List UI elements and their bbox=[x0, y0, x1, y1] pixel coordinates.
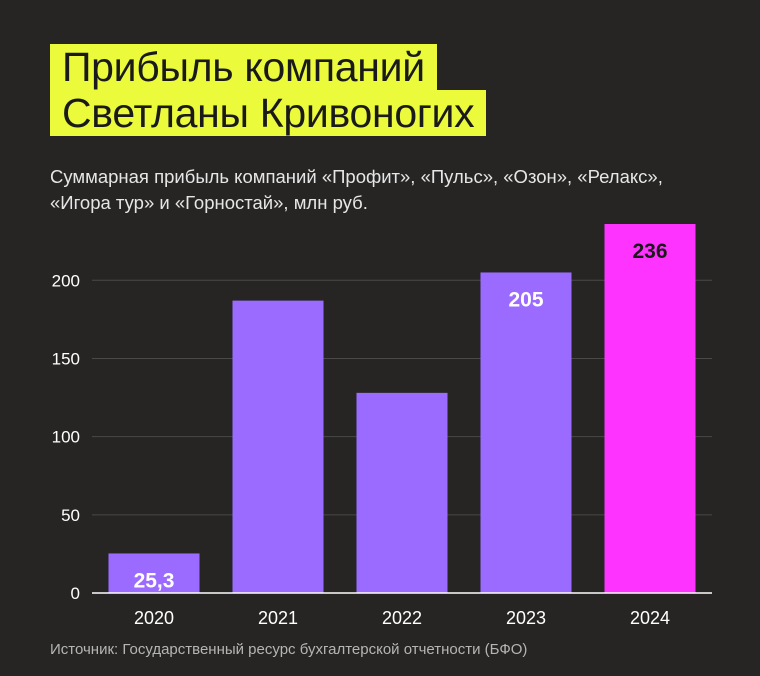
x-tick-label: 2021 bbox=[258, 608, 298, 628]
bar bbox=[356, 392, 448, 593]
bar bbox=[108, 553, 200, 593]
bar bbox=[480, 272, 572, 593]
title-line-1: Прибыль компаний bbox=[50, 44, 437, 90]
bar-data-label: 25,3 bbox=[134, 569, 175, 592]
title-line-2: Светланы Кривоногих bbox=[50, 90, 487, 136]
bar-data-label: 236 bbox=[632, 240, 667, 263]
x-tick-label: 2023 bbox=[506, 608, 546, 628]
x-tick-label: 2022 bbox=[382, 608, 422, 628]
y-tick-label: 150 bbox=[52, 349, 80, 368]
bar bbox=[604, 224, 696, 593]
y-tick-label: 50 bbox=[61, 506, 80, 525]
source-note: Источник: Государственный ресурс бухгалт… bbox=[50, 641, 528, 658]
y-tick-label: 200 bbox=[52, 271, 80, 290]
x-tick-label: 2020 bbox=[134, 608, 174, 628]
y-tick-label: 100 bbox=[52, 428, 80, 447]
x-tick-label: 2024 bbox=[630, 608, 670, 628]
bar-data-label: 205 bbox=[508, 288, 543, 311]
bar bbox=[232, 300, 324, 593]
y-tick-label: 0 bbox=[71, 584, 80, 603]
chart-title: Прибыль компаний Светланы Кривоногих bbox=[50, 44, 487, 136]
chart-subtitle: Суммарная прибыль компаний «Профит», «Пу… bbox=[50, 166, 663, 213]
